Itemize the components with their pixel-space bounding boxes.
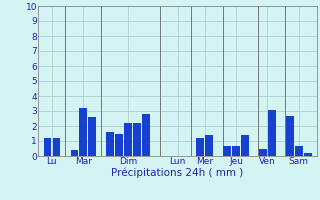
Bar [124, 123, 132, 156]
Bar [241, 135, 249, 156]
Bar [196, 138, 204, 156]
Bar [232, 146, 240, 156]
Bar [295, 146, 303, 156]
Bar [79, 108, 87, 156]
Bar [88, 117, 96, 156]
Bar [52, 138, 60, 156]
Bar [205, 135, 213, 156]
Bar [133, 123, 141, 156]
Bar [304, 153, 312, 156]
Bar [259, 148, 267, 156]
Bar [44, 138, 51, 156]
Bar [268, 110, 276, 156]
Bar [286, 116, 294, 156]
Bar [70, 150, 78, 156]
Bar [223, 146, 231, 156]
Bar [116, 134, 123, 156]
X-axis label: Précipitations 24h ( mm ): Précipitations 24h ( mm ) [111, 168, 244, 178]
Bar [142, 114, 150, 156]
Bar [107, 132, 114, 156]
